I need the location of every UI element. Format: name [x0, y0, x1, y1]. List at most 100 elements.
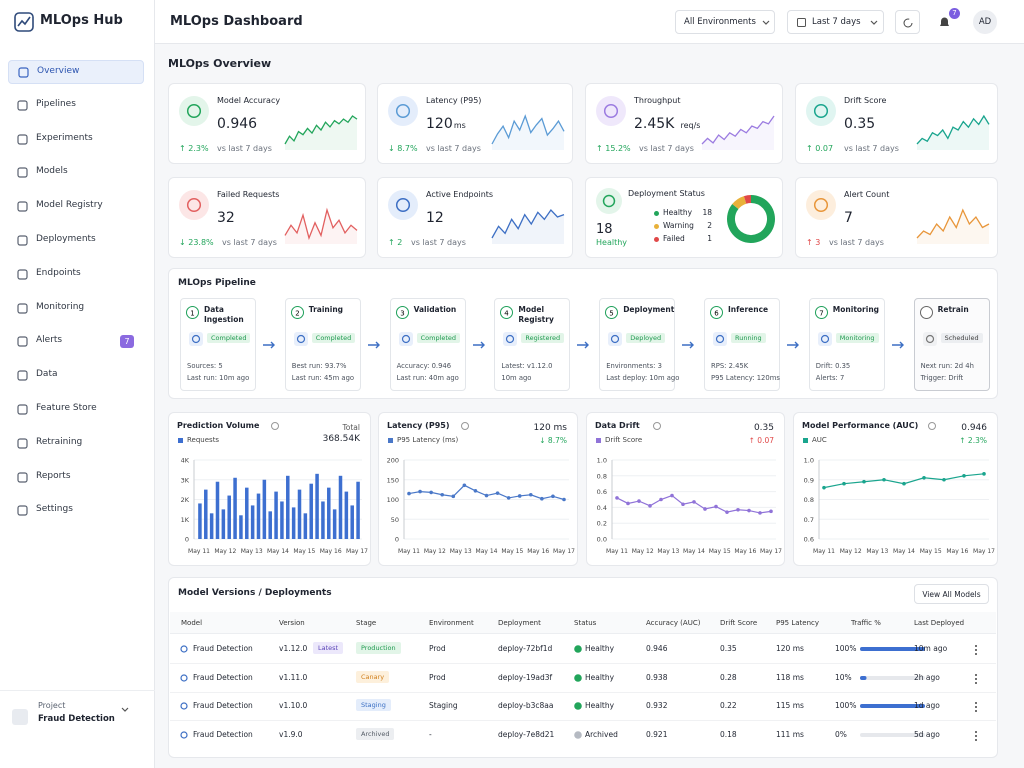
pipeline-step[interactable]: 2 Training Completed Best run: 93.7% Last ru… [284, 298, 361, 391]
status: Healthy [585, 701, 615, 711]
chart-card: Latency (P95) 120 ms ↓ 8.7% P95 Latency (ms… [378, 412, 578, 566]
table-card: Model Versions / Deployments View All Mod… [168, 577, 998, 758]
status-dot-shape [574, 673, 582, 682]
bar [291, 507, 296, 539]
y-tick-label: 0.6 [597, 488, 607, 496]
step-number: 6 [710, 306, 723, 319]
icon-bg [388, 190, 418, 220]
bar [297, 489, 302, 539]
menu-dot [975, 645, 977, 647]
view-all-button[interactable]: View All Models [914, 584, 989, 604]
pipeline-step[interactable]: 6 Inference Running RPS: 2.45K P95 Latency: … [704, 298, 780, 391]
step-number-text: 7 [819, 310, 823, 318]
column-header: Deployment [498, 619, 541, 627]
nav-item[interactable]: Retraining [8, 432, 144, 456]
x-tick-label: May 16 [527, 548, 549, 555]
x-tick-label: May 15 [709, 548, 731, 555]
step-icon-box [922, 332, 937, 346]
pipeline-step[interactable]: 3 Validation Completed Accuracy: 0.946 Last … [389, 298, 466, 391]
traffic-label: 10% [835, 672, 852, 682]
nav-item[interactable]: Settings [8, 499, 144, 523]
step-detail: Best run: 93.7% [291, 362, 347, 370]
drift: 0.35 [720, 644, 737, 653]
step-status: Registered [521, 333, 565, 343]
calendar-icon [797, 18, 806, 27]
column-header: Accuracy (AUC) [646, 619, 701, 627]
point [962, 474, 966, 478]
version: v1.9.0 [279, 730, 303, 740]
avatar[interactable]: AD [973, 10, 997, 34]
step-status: Completed [311, 333, 356, 343]
kpi-card: Active Endpoints 12 ↑ 2 vs last 7 days [377, 177, 573, 258]
nav-item[interactable]: Models [8, 161, 144, 185]
refresh-button[interactable] [895, 10, 920, 34]
menu-dot [975, 710, 977, 713]
model-name: Fraud Detection [193, 644, 253, 653]
x-tick-label: May 11 [606, 548, 628, 555]
step-number: 2 [290, 306, 304, 319]
deployment: deploy-19ad3f [498, 672, 553, 682]
point [982, 472, 986, 476]
nav-item[interactable]: Pipelines [8, 94, 144, 118]
step-icon-glyph [506, 334, 515, 344]
bar [233, 477, 237, 539]
nav-item[interactable]: Reports [8, 466, 144, 490]
kpi-unit: req/s [680, 121, 701, 130]
notifications-button[interactable]: 7 [937, 8, 960, 32]
nav-item[interactable]: Deployments [8, 229, 144, 253]
pipeline-step[interactable]: Retrain Scheduled Next run: 2d 4h Trigger: … [913, 298, 990, 391]
nav-item[interactable]: Overview [8, 60, 144, 84]
nav-item[interactable]: Monitoring [8, 297, 144, 321]
model-icon [180, 645, 188, 653]
chart-title: Model Performance (AUC) [802, 421, 919, 430]
pipeline-step[interactable]: 1 Data Ingestion Completed Sources: 5 Last r… [180, 298, 256, 391]
nav-item[interactable]: Data [8, 364, 144, 388]
nav-item[interactable]: Experiments [8, 128, 144, 152]
step-detail: Environments: 3 [606, 362, 662, 370]
traffic-label: 100% [835, 644, 857, 653]
x-tick-label: May 12 [632, 548, 654, 555]
menu-dot [975, 731, 977, 734]
legend-dot [654, 211, 659, 216]
table-row: Fraud Detection v1.12.0 Latest Production Pr… [170, 636, 996, 664]
menu-dot [975, 702, 977, 705]
table-title: Model Versions / Deployments [178, 588, 332, 598]
sparkline [701, 115, 775, 150]
nav-label: Retraining [36, 436, 83, 447]
chart-title: Data Drift [595, 421, 640, 430]
range-select[interactable]: Last 7 days [787, 10, 884, 34]
point [670, 493, 674, 498]
column-header: Drift Score [720, 619, 758, 627]
model-icon [180, 674, 188, 682]
step-number-text: 2 [295, 310, 299, 318]
kpi-change: ↓ 23.8% [179, 238, 214, 247]
environment-select[interactable]: All Environments [675, 10, 775, 34]
pipeline-step[interactable]: 4 Model Registry Registered Latest: v1.12.0… [494, 298, 571, 391]
pipeline-step[interactable]: 7 Monitoring Monitoring Drift: 0.35 Alerts: … [808, 298, 885, 391]
plot: 0.6 0.7 0.8 0.9 1.0 May 11 May 12 May 13 May 14 M… [804, 457, 995, 556]
step-icon [398, 332, 413, 346]
nav-item[interactable]: Alerts 7 [8, 330, 144, 354]
model-icon-shape [180, 645, 188, 653]
info-icon-shape [927, 422, 936, 430]
nav-icon-shape [17, 471, 28, 483]
pipeline-step[interactable]: 5 Deployment Deployed Environments: 3 Last d… [599, 298, 679, 391]
step-arrow [263, 341, 275, 349]
nav-item[interactable]: Endpoints [8, 263, 144, 287]
latency: 115 ms [776, 701, 804, 711]
icon-bg [179, 96, 209, 126]
chart-change: ↑ 2.3% [959, 436, 987, 445]
icon [388, 96, 418, 126]
sparkline-line [284, 115, 358, 145]
nav-icon-shape [17, 404, 28, 415]
table-row: Fraud Detection v1.9.0 Archived - deploy-7e8… [170, 722, 996, 750]
nav-item[interactable]: Feature Store [8, 398, 144, 422]
x-tick-label: May 17 [760, 548, 782, 555]
last-deployed: 10m ago [914, 644, 948, 653]
step-icon [817, 332, 832, 346]
x-tick-label: May 11 [398, 548, 420, 555]
project-switcher[interactable]: Project Fraud Detection [0, 690, 155, 735]
chevron-shape [762, 20, 770, 25]
nav-label: Settings [36, 504, 73, 515]
nav-item[interactable]: Model Registry [8, 195, 144, 219]
